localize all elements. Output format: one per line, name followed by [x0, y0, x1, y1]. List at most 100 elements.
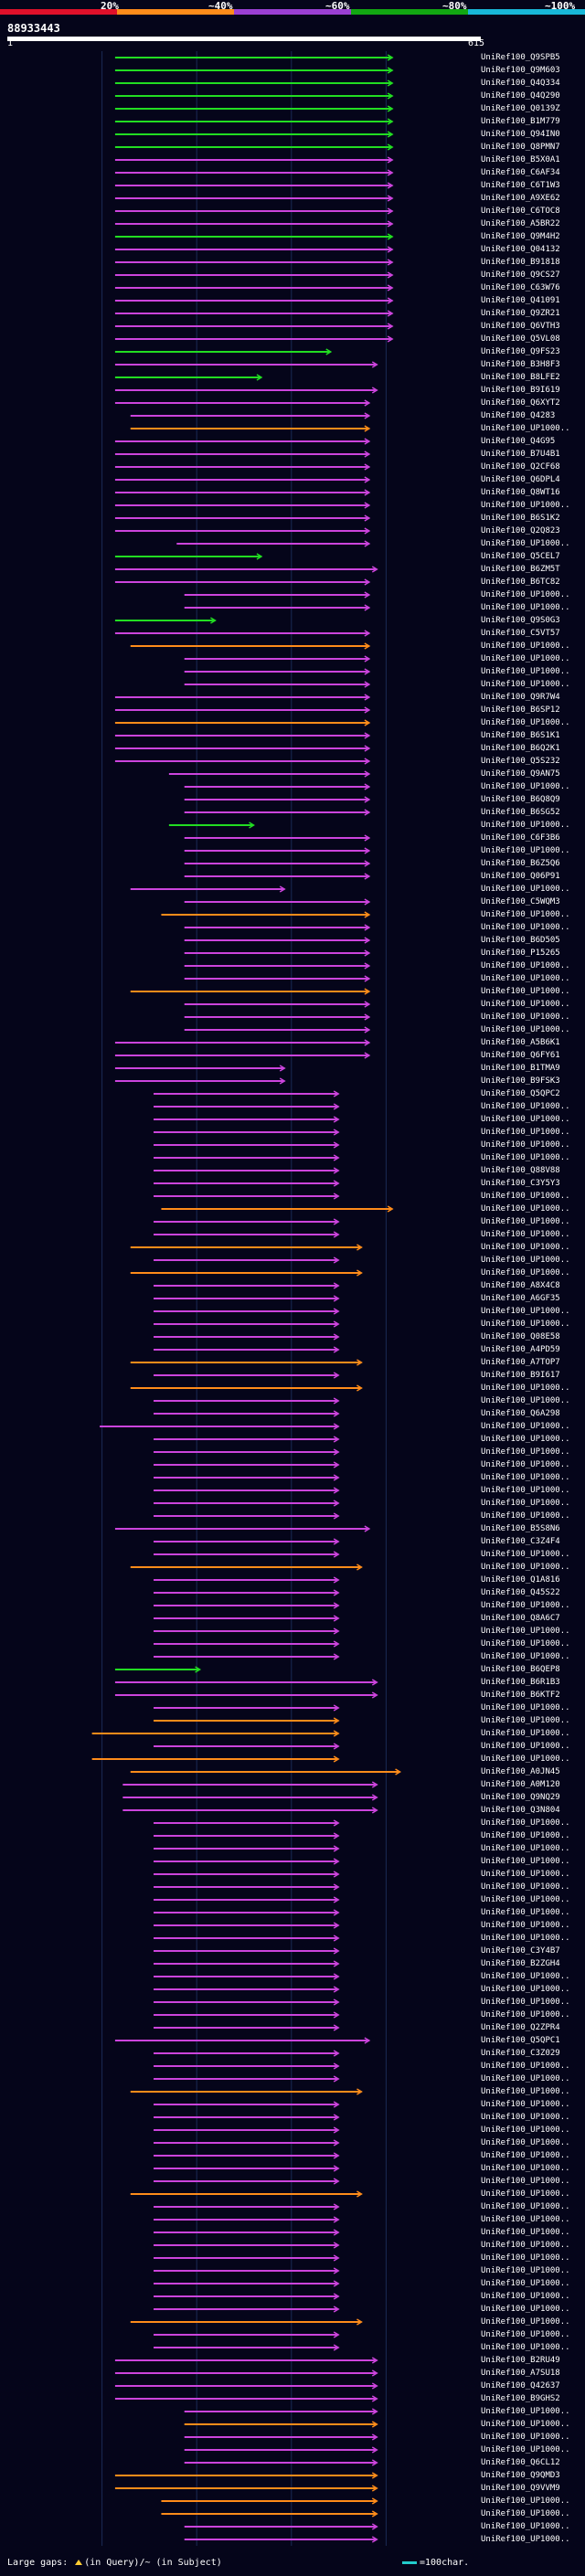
- hit-label[interactable]: UniRef100_UP1000..: [481, 1268, 570, 1277]
- hit-label[interactable]: UniRef100_B6ZM5T: [481, 565, 560, 574]
- hit-label[interactable]: UniRef100_UP1000..: [481, 1972, 570, 1981]
- hit-label[interactable]: UniRef100_UP1000..: [481, 641, 570, 651]
- hit-label[interactable]: UniRef100_B6Z5Q6: [481, 859, 560, 868]
- hit-label[interactable]: UniRef100_Q9SPB5: [481, 53, 560, 62]
- hit-label[interactable]: UniRef100_UP1000..: [481, 1754, 570, 1764]
- hit-label[interactable]: UniRef100_UP1000..: [481, 2509, 570, 2518]
- hit-label[interactable]: UniRef100_UP1000..: [481, 2305, 570, 2314]
- hit-label[interactable]: UniRef100_Q6VTH3: [481, 322, 560, 331]
- hit-label[interactable]: UniRef100_Q6CL12: [481, 2458, 560, 2467]
- hit-label[interactable]: UniRef100_UP1000..: [481, 1435, 570, 1444]
- hit-label[interactable]: UniRef100_Q3N804: [481, 1806, 560, 1815]
- hit-label[interactable]: UniRef100_Q6A298: [481, 1409, 560, 1418]
- hit-label[interactable]: UniRef100_Q4G95: [481, 437, 556, 446]
- hit-label[interactable]: UniRef100_A0M120: [481, 1780, 560, 1789]
- hit-label[interactable]: UniRef100_Q5CEL7: [481, 552, 560, 561]
- hit-label[interactable]: UniRef100_UP1000..: [481, 2445, 570, 2454]
- hit-label[interactable]: UniRef100_UP1000..: [481, 667, 570, 676]
- hit-label[interactable]: UniRef100_Q42637: [481, 2381, 560, 2390]
- hit-label[interactable]: UniRef100_Q08E58: [481, 1332, 560, 1341]
- hit-label[interactable]: UniRef100_UP1000..: [481, 1511, 570, 1521]
- hit-label[interactable]: UniRef100_UP1000..: [481, 1460, 570, 1469]
- hit-label[interactable]: UniRef100_UP1000..: [481, 1844, 570, 1853]
- hit-label[interactable]: UniRef100_Q94IN0: [481, 130, 560, 139]
- hit-label[interactable]: UniRef100_C5WQM3: [481, 897, 560, 906]
- hit-label[interactable]: UniRef100_UP1000..: [481, 1307, 570, 1316]
- hit-label[interactable]: UniRef100_UP1000..: [481, 1550, 570, 1559]
- hit-label[interactable]: UniRef100_C6T1W3: [481, 181, 560, 190]
- hit-label[interactable]: UniRef100_UP1000..: [481, 1818, 570, 1828]
- hit-label[interactable]: UniRef100_UP1000..: [481, 424, 570, 433]
- hit-label[interactable]: UniRef100_Q5S232: [481, 757, 560, 766]
- hit-label[interactable]: UniRef100_Q5QPC2: [481, 1089, 560, 1098]
- hit-label[interactable]: UniRef100_B91818: [481, 258, 560, 267]
- hit-label[interactable]: UniRef100_B6Q2K1: [481, 744, 560, 753]
- hit-label[interactable]: UniRef100_UP1000..: [481, 1831, 570, 1840]
- hit-label[interactable]: UniRef100_Q5VL08: [481, 334, 560, 344]
- hit-label[interactable]: UniRef100_UP1000..: [481, 1192, 570, 1201]
- hit-label[interactable]: UniRef100_UP1000..: [481, 987, 570, 996]
- hit-label[interactable]: UniRef100_UP1000..: [481, 1396, 570, 1405]
- hit-label[interactable]: UniRef100_UP1000..: [481, 1729, 570, 1738]
- hit-label[interactable]: UniRef100_UP1000..: [481, 1256, 570, 1265]
- hit-label[interactable]: UniRef100_UP1000..: [481, 2202, 570, 2211]
- hit-label[interactable]: UniRef100_UP1000..: [481, 782, 570, 791]
- hit-label[interactable]: UniRef100_B7U4B1: [481, 450, 560, 459]
- hit-label[interactable]: UniRef100_UP1000..: [481, 961, 570, 970]
- hit-label[interactable]: UniRef100_Q0139Z: [481, 104, 560, 113]
- hit-label[interactable]: UniRef100_UP1000..: [481, 1703, 570, 1712]
- hit-label[interactable]: UniRef100_Q6DPL4: [481, 475, 560, 484]
- hit-label[interactable]: UniRef100_UP1000..: [481, 1000, 570, 1009]
- hit-label[interactable]: UniRef100_UP1000..: [481, 846, 570, 855]
- hit-label[interactable]: UniRef100_B6QEP8: [481, 1665, 560, 1674]
- hit-label[interactable]: UniRef100_UP1000..: [481, 1486, 570, 1495]
- hit-label[interactable]: UniRef100_UP1000..: [481, 590, 570, 599]
- hit-label[interactable]: UniRef100_A7SU18: [481, 2369, 560, 2378]
- hit-label[interactable]: UniRef100_UP1000..: [481, 1447, 570, 1457]
- hit-label[interactable]: UniRef100_UP1000..: [481, 2113, 570, 2122]
- hit-label[interactable]: UniRef100_B1TMA9: [481, 1064, 560, 1073]
- hit-label[interactable]: UniRef100_UP1000..: [481, 2177, 570, 2186]
- hit-label[interactable]: UniRef100_UP1000..: [481, 1601, 570, 1610]
- hit-label[interactable]: UniRef100_P15265: [481, 949, 560, 958]
- hit-label[interactable]: UniRef100_UP1000..: [481, 2433, 570, 2442]
- hit-label[interactable]: UniRef100_UP1000..: [481, 2087, 570, 2096]
- hit-label[interactable]: UniRef100_UP1000..: [481, 2330, 570, 2339]
- hit-label[interactable]: UniRef100_UP1000..: [481, 1115, 570, 1124]
- hit-label[interactable]: UniRef100_UP1000..: [481, 1563, 570, 1572]
- hit-label[interactable]: UniRef100_UP1000..: [481, 1383, 570, 1393]
- hit-label[interactable]: UniRef100_UP1000..: [481, 2189, 570, 2199]
- hit-label[interactable]: UniRef100_UP1000..: [481, 821, 570, 830]
- hit-label[interactable]: UniRef100_UP1000..: [481, 1153, 570, 1162]
- hit-label[interactable]: UniRef100_UP1000..: [481, 1422, 570, 1431]
- hit-label[interactable]: UniRef100_Q4Q290: [481, 91, 560, 101]
- hit-label[interactable]: UniRef100_UP1000..: [481, 1908, 570, 1917]
- hit-label[interactable]: UniRef100_B2RU49: [481, 2356, 560, 2365]
- hit-label[interactable]: UniRef100_Q9AN75: [481, 769, 560, 779]
- hit-label[interactable]: UniRef100_A5B6K1: [481, 1038, 560, 1047]
- hit-label[interactable]: UniRef100_UP1000..: [481, 1882, 570, 1892]
- hit-label[interactable]: UniRef100_UP1000..: [481, 1742, 570, 1751]
- hit-label[interactable]: UniRef100_B5X0A1: [481, 155, 560, 164]
- hit-label[interactable]: UniRef100_C3Y4B7: [481, 1946, 560, 1956]
- hit-label[interactable]: UniRef100_Q88V88: [481, 1166, 560, 1175]
- hit-label[interactable]: UniRef100_A7TOP7: [481, 1358, 560, 1367]
- hit-label[interactable]: UniRef100_UP1000..: [481, 1934, 570, 1943]
- hit-label[interactable]: UniRef100_UP1000..: [481, 974, 570, 983]
- hit-label[interactable]: UniRef100_A5BR22: [481, 219, 560, 228]
- hit-label[interactable]: UniRef100_B8LFE2: [481, 373, 560, 382]
- hit-label[interactable]: UniRef100_B6D505: [481, 936, 560, 945]
- hit-label[interactable]: UniRef100_UP1000..: [481, 1998, 570, 2007]
- hit-label[interactable]: UniRef100_UP1000..: [481, 1243, 570, 1252]
- hit-label[interactable]: UniRef100_UP1000..: [481, 1985, 570, 1994]
- hit-label[interactable]: UniRef100_UP1000..: [481, 2100, 570, 2109]
- hit-label[interactable]: UniRef100_UP1000..: [481, 1895, 570, 1904]
- hit-label[interactable]: UniRef100_Q9M4H2: [481, 232, 560, 241]
- hit-label[interactable]: UniRef100_Q9QMD3: [481, 2471, 560, 2480]
- hit-label[interactable]: UniRef100_UP1000..: [481, 2062, 570, 2071]
- hit-label[interactable]: UniRef100_Q2CF68: [481, 462, 560, 472]
- hit-label[interactable]: UniRef100_B6Q8Q9: [481, 795, 560, 804]
- hit-label[interactable]: UniRef100_UP1000..: [481, 910, 570, 919]
- hit-label[interactable]: UniRef100_UP1000..: [481, 2164, 570, 2173]
- hit-label[interactable]: UniRef100_Q6XYT2: [481, 398, 560, 408]
